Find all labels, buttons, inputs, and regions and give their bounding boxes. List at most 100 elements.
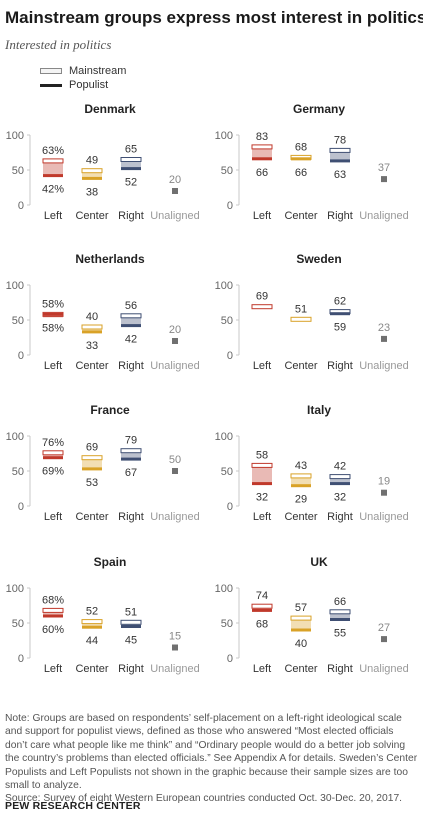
populist-label-france-right: 67: [125, 467, 137, 479]
populist-label-denmark-center: 38: [86, 186, 98, 198]
mainstream-marker-france-left: [42, 450, 64, 456]
y-tick-label-denmark-100: 100: [6, 130, 24, 142]
y-tick-label-italy-50: 50: [221, 466, 233, 478]
mainstream-label-uk-center: 57: [295, 602, 307, 614]
x-tick-label-uk-center: Center: [284, 663, 317, 675]
unaligned-label-sweden: 23: [378, 322, 390, 334]
x-tick-label-germany-unaligned: Unaligned: [359, 210, 409, 222]
unaligned-marker-italy: [381, 489, 387, 496]
mainstream-marker-italy-center: [290, 473, 312, 479]
x-tick-label-france-left: Left: [44, 511, 62, 523]
panel-title-sweden: Sweden: [296, 252, 341, 266]
x-tick-label-sweden-center: Center: [284, 360, 317, 372]
unaligned-label-denmark: 20: [169, 174, 181, 186]
mainstream-marker-sweden-left: [251, 304, 273, 310]
populist-label-germany-right: 63: [334, 169, 346, 181]
range-bar-spain-left: [43, 610, 63, 616]
x-tick-label-spain-left: Left: [44, 663, 62, 675]
populist-marker-denmark-left: [43, 174, 63, 178]
unaligned-label-italy: 19: [378, 476, 390, 488]
mainstream-marker-italy-left: [251, 462, 273, 468]
x-tick-label-germany-right: Right: [327, 210, 353, 222]
y-tick-label-spain-50: 50: [12, 618, 24, 630]
x-tick-label-denmark-left: Left: [44, 210, 62, 222]
mainstream-marker-denmark-left: [42, 158, 64, 164]
mainstream-marker-spain-right: [120, 619, 142, 625]
unaligned-marker-france: [172, 468, 178, 474]
x-tick-label-france-right: Right: [118, 511, 144, 523]
x-tick-label-italy-left: Left: [253, 511, 271, 523]
chart-subtitle: Interested in politics: [5, 37, 112, 52]
mainstream-label-spain-left: 68%: [42, 594, 64, 606]
x-tick-label-netherlands-left: Left: [44, 360, 62, 372]
unaligned-label-france: 50: [169, 454, 181, 466]
range-bar-uk-right: [330, 611, 350, 620]
x-tick-label-sweden-unaligned: Unaligned: [359, 360, 409, 372]
populist-marker-denmark-right: [121, 167, 141, 171]
y-tick-label-germany-0: 0: [227, 200, 233, 212]
x-tick-label-sweden-right: Right: [327, 360, 353, 372]
panel-title-netherlands: Netherlands: [75, 252, 145, 266]
y-tick-label-denmark-0: 0: [18, 200, 24, 212]
populist-marker-italy-right: [330, 482, 350, 486]
mainstream-marker-denmark-center: [81, 168, 103, 174]
populist-marker-germany-right: [330, 159, 350, 163]
y-tick-label-uk-50: 50: [221, 618, 233, 630]
range-bar-denmark-left: [43, 160, 63, 176]
x-tick-label-france-unaligned: Unaligned: [150, 511, 200, 523]
chart-note: Note: Groups are based on respondents’ s…: [5, 712, 418, 806]
source-note-text: Source: Survey of eight Western European…: [5, 793, 403, 805]
y-tick-label-france-0: 0: [18, 501, 24, 513]
populist-marker-france-left: [43, 456, 63, 460]
range-bar-italy-left: [252, 465, 272, 484]
x-tick-label-netherlands-unaligned: Unaligned: [150, 360, 200, 372]
panel-title-germany: Germany: [293, 102, 345, 116]
x-tick-label-uk-left: Left: [253, 663, 271, 675]
y-tick-label-netherlands-50: 50: [12, 315, 24, 327]
x-tick-label-spain-unaligned: Unaligned: [150, 663, 200, 675]
mainstream-label-netherlands-center: 40: [86, 311, 98, 323]
populist-label-spain-right: 45: [125, 635, 137, 647]
mainstream-label-denmark-left: 63%: [42, 145, 64, 157]
mainstream-marker-france-right: [120, 448, 142, 454]
populist-label-netherlands-left: 58%: [42, 322, 64, 334]
populist-marker-france-center: [82, 467, 102, 471]
mainstream-label-sweden-center: 51: [295, 303, 307, 315]
mainstream-label-spain-center: 52: [86, 606, 98, 618]
range-bar-france-center: [82, 457, 102, 469]
mainstream-label-italy-right: 42: [334, 461, 346, 473]
mainstream-label-france-center: 69: [86, 442, 98, 454]
mainstream-marker-uk-left: [251, 603, 273, 609]
populist-marker-france-right: [121, 457, 141, 461]
y-tick-label-france-100: 100: [6, 431, 24, 443]
x-tick-label-france-center: Center: [75, 511, 108, 523]
populist-label-france-center: 53: [86, 477, 98, 489]
unaligned-label-spain: 15: [169, 631, 181, 643]
populist-label-germany-left: 66: [256, 167, 268, 179]
range-bar-denmark-center: [82, 170, 102, 179]
x-tick-label-netherlands-center: Center: [75, 360, 108, 372]
mainstream-label-sweden-left: 69: [256, 291, 268, 303]
populist-label-denmark-right: 52: [125, 177, 137, 189]
y-tick-label-italy-0: 0: [227, 501, 233, 513]
y-tick-label-sweden-0: 0: [227, 350, 233, 362]
mainstream-label-germany-right: 78: [334, 134, 346, 146]
y-tick-label-france-50: 50: [12, 466, 24, 478]
x-tick-label-uk-right: Right: [327, 663, 353, 675]
populist-marker-germany-left: [252, 157, 272, 161]
unaligned-marker-sweden: [381, 335, 387, 342]
x-tick-label-denmark-center: Center: [75, 210, 108, 222]
x-tick-label-netherlands-right: Right: [118, 360, 144, 372]
populist-label-italy-center: 29: [295, 494, 307, 506]
populist-label-uk-right: 55: [334, 628, 346, 640]
mainstream-marker-spain-left: [42, 607, 64, 613]
source-label: PEW RESEARCH CENTER: [5, 800, 141, 812]
populist-swatch: [40, 84, 62, 87]
legend-item-populist: Populist: [40, 78, 126, 92]
mainstream-swatch: [40, 68, 62, 74]
y-tick-label-denmark-50: 50: [12, 165, 24, 177]
y-tick-label-netherlands-100: 100: [6, 280, 24, 292]
x-tick-label-denmark-unaligned: Unaligned: [150, 210, 200, 222]
populist-label-italy-right: 32: [334, 492, 346, 504]
